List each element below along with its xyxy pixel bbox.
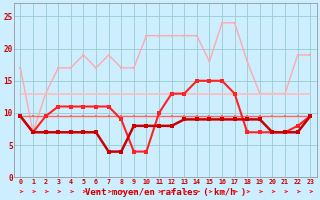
X-axis label: Vent moyen/en rafales ( km/h ): Vent moyen/en rafales ( km/h ) bbox=[85, 188, 246, 197]
